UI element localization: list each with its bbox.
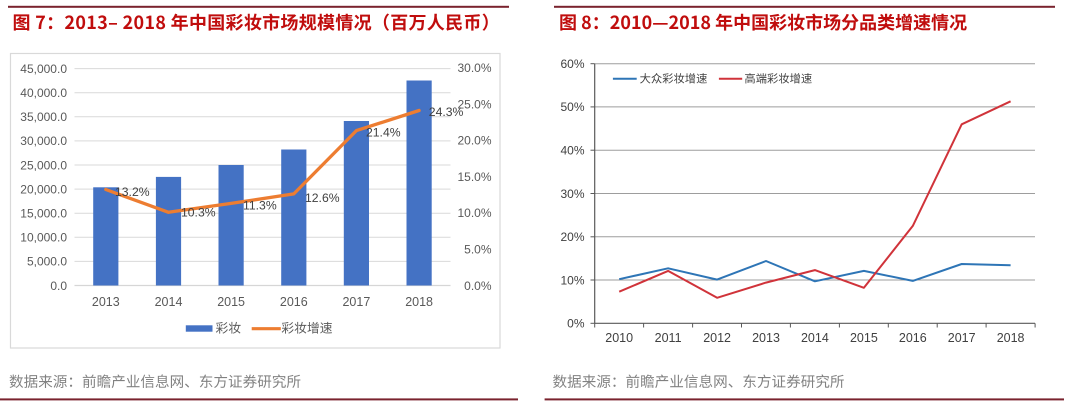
svg-text:24.3%: 24.3% [429, 105, 464, 119]
svg-text:5.0%: 5.0% [464, 243, 492, 257]
svg-text:15,000.0: 15,000.0 [20, 207, 67, 221]
svg-text:35,000.0: 35,000.0 [20, 110, 67, 124]
svg-text:2015: 2015 [850, 331, 878, 345]
svg-text:45,000.0: 45,000.0 [20, 62, 67, 76]
svg-text:25.0%: 25.0% [457, 97, 491, 111]
svg-text:0%: 0% [567, 317, 585, 331]
svg-text:2014: 2014 [801, 331, 829, 345]
svg-text:5,000.0: 5,000.0 [27, 255, 67, 269]
svg-text:10.0%: 10.0% [457, 206, 491, 220]
svg-text:2014: 2014 [155, 295, 183, 309]
svg-text:2013: 2013 [752, 331, 780, 345]
svg-text:30,000.0: 30,000.0 [20, 134, 67, 148]
svg-text:2017: 2017 [948, 331, 976, 345]
svg-text:25,000.0: 25,000.0 [20, 158, 67, 172]
svg-text:2016: 2016 [280, 295, 308, 309]
svg-text:13.2%: 13.2% [115, 185, 150, 199]
svg-text:40,000.0: 40,000.0 [20, 86, 67, 100]
svg-text:2013: 2013 [92, 295, 120, 309]
svg-text:11.3%: 11.3% [243, 199, 277, 213]
svg-text:2018: 2018 [405, 295, 433, 309]
svg-text:15.0%: 15.0% [457, 170, 491, 184]
svg-text:2017: 2017 [342, 295, 370, 309]
svg-text:60%: 60% [560, 57, 584, 71]
svg-text:12.6%: 12.6% [305, 191, 340, 205]
svg-text:0.0: 0.0 [50, 279, 67, 293]
svg-text:40%: 40% [560, 144, 584, 158]
svg-text:30.0%: 30.0% [457, 61, 491, 75]
svg-text:2011: 2011 [655, 331, 682, 345]
svg-text:10.3%: 10.3% [181, 206, 216, 220]
svg-text:2018: 2018 [997, 331, 1025, 345]
svg-text:20,000.0: 20,000.0 [20, 182, 67, 196]
svg-text:30%: 30% [560, 187, 584, 201]
svg-text:2016: 2016 [899, 331, 927, 345]
svg-text:2015: 2015 [217, 295, 245, 309]
svg-text:20%: 20% [560, 230, 584, 244]
svg-text:21.4%: 21.4% [366, 126, 401, 140]
svg-text:20.0%: 20.0% [457, 134, 491, 148]
svg-text:10,000.0: 10,000.0 [20, 231, 67, 245]
svg-text:0.0%: 0.0% [464, 279, 492, 293]
svg-text:2010: 2010 [605, 331, 633, 345]
svg-text:2012: 2012 [703, 331, 731, 345]
svg-text:10%: 10% [560, 273, 584, 287]
svg-text:50%: 50% [560, 100, 584, 114]
